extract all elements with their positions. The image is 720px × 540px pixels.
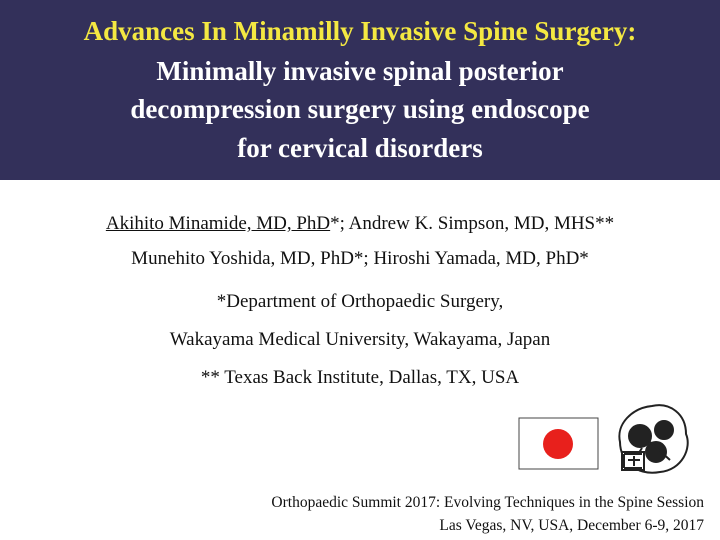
subtitle-line: Minimally invasive spinal posterior bbox=[156, 56, 564, 86]
footer-line: Orthopaedic Summit 2017: Evolving Techni… bbox=[271, 494, 704, 511]
subtitle-line: for cervical disorders bbox=[237, 133, 483, 163]
footer-line: Las Vegas, NV, USA, December 6-9, 2017 bbox=[439, 517, 704, 534]
authors-line: Munehito Yoshida, MD, PhD*; Hiroshi Yama… bbox=[131, 248, 589, 269]
subtitle-line: decompression surgery using endoscope bbox=[130, 94, 590, 124]
title: Advances In Minamilly Invasive Spine Sur… bbox=[83, 16, 637, 46]
authors-line: Akihito Minamide, MD, PhD*; Andrew K. Si… bbox=[0, 213, 720, 235]
co-authors: *; Andrew K. Simpson, MD, MHS** bbox=[330, 213, 615, 234]
affiliation: *Department of Orthopaedic Surgery, bbox=[216, 291, 504, 312]
affiliation: Wakayama Medical University, Wakayama, J… bbox=[169, 329, 551, 350]
university-emblem bbox=[618, 404, 689, 474]
logos bbox=[518, 404, 689, 474]
affiliation: ** Texas Back Institute, Dallas, TX, USA bbox=[200, 367, 520, 388]
presenting-author: Akihito Minamide, MD, PhD bbox=[105, 213, 331, 234]
flag-disc bbox=[543, 429, 573, 459]
header-band bbox=[0, 0, 720, 180]
